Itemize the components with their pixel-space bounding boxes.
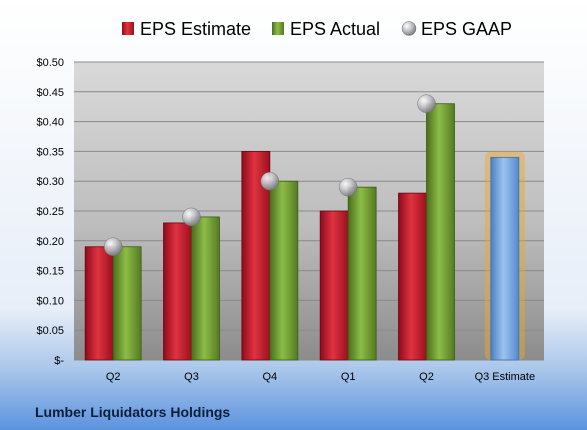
gaap-marker xyxy=(260,171,280,191)
actual-bar xyxy=(191,216,220,361)
actual-bar xyxy=(269,180,299,361)
y-tick-label: $0.30 xyxy=(36,176,64,188)
legend-swatch xyxy=(122,22,134,35)
gaap-marker xyxy=(103,237,123,257)
legend: EPS Estimate EPS Actual EPS GAAP xyxy=(122,19,512,39)
y-tick-label: $0.45 xyxy=(36,87,64,99)
x-tick-label: Q2 xyxy=(106,371,121,383)
y-tick-label: $0.25 xyxy=(36,206,64,218)
estimate-bar xyxy=(319,210,349,361)
q3-estimate-bar xyxy=(490,156,520,361)
y-tick-label: $0.35 xyxy=(36,146,64,158)
x-axis-ticks: Q2 Q3 Q4 Q1 Q2 Q3 Estimate xyxy=(106,371,535,383)
gaap-marker xyxy=(417,94,436,113)
bars xyxy=(84,103,525,361)
y-tick-label: $0.15 xyxy=(36,266,64,278)
x-tick-label: Q3 Estimate xyxy=(475,371,536,383)
gaap-marker xyxy=(338,177,358,197)
actual-bar xyxy=(112,246,142,361)
gaap-marker xyxy=(182,207,201,227)
x-tick-label: Q3 xyxy=(184,371,199,383)
actual-bar xyxy=(347,186,377,361)
y-tick-label: $0.20 xyxy=(36,236,64,248)
actual-bar xyxy=(426,103,455,361)
y-axis-ticks: $- $0.05 $0.10 $0.15 $0.20 $0.25 $0.30 $0.35 $0.… xyxy=(36,57,64,367)
legend-swatch xyxy=(272,22,284,35)
estimate-bar xyxy=(163,222,192,361)
estimate-bar xyxy=(84,246,114,361)
x-tick-label: Q1 xyxy=(341,371,356,383)
y-tick-label: $0.10 xyxy=(36,295,64,307)
legend-label: EPS GAAP xyxy=(421,19,512,39)
gaap-markers xyxy=(103,94,436,257)
y-tick-label: $0.40 xyxy=(36,117,64,129)
legend-label: EPS Actual xyxy=(290,19,380,39)
legend-label: EPS Estimate xyxy=(140,19,251,39)
legend-swatch xyxy=(401,21,417,36)
y-tick-label: $- xyxy=(54,355,64,367)
gridlines xyxy=(74,61,544,361)
company-name: Lumber Liquidators Holdings xyxy=(35,404,230,420)
y-tick-label: $0.05 xyxy=(36,325,64,337)
x-tick-label: Q2 xyxy=(419,371,434,383)
y-tick-label: $0.50 xyxy=(36,57,64,69)
x-tick-label: Q4 xyxy=(262,371,277,383)
estimate-bar xyxy=(398,192,427,361)
